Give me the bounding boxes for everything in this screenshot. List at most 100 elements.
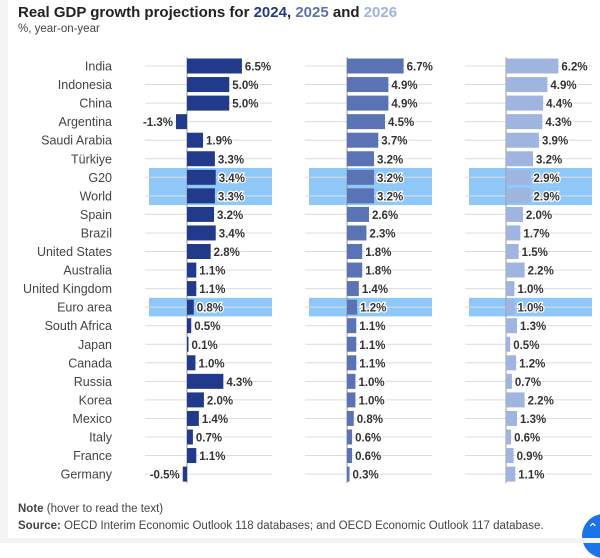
data-label: 1.0% <box>517 303 543 315</box>
source-text: OECD Interim Economic Outlook 118 databa… <box>60 520 544 532</box>
data-label: 3.7% <box>381 136 407 148</box>
bar-2025 <box>347 58 404 74</box>
bar-2024 <box>187 355 196 371</box>
data-label: 1.9% <box>206 136 232 148</box>
data-label: 2.6% <box>372 210 398 222</box>
data-label: 3.2% <box>536 154 562 166</box>
bar-2026 <box>506 95 544 111</box>
title-sep: and <box>328 4 364 21</box>
category-label: Canada <box>68 356 112 370</box>
bar-2025 <box>347 114 386 130</box>
bar-2025 <box>347 244 363 259</box>
data-label: 1.0% <box>517 284 543 296</box>
data-label: 2.2% <box>528 395 554 407</box>
bar-2026 <box>506 169 531 185</box>
bar-2024 <box>187 132 204 148</box>
data-label: 3.3% <box>218 191 244 203</box>
bar-2025 <box>347 410 354 426</box>
data-label: 1.0% <box>358 377 384 389</box>
title-sep: , <box>286 4 296 21</box>
category-label: Argentina <box>58 115 112 129</box>
source-line: Source: OECD Interim Economic Outlook 11… <box>18 520 544 532</box>
bar-2024 <box>187 225 216 241</box>
data-label: 4.5% <box>388 117 414 129</box>
bar-2025 <box>347 225 367 241</box>
data-label: 1.3% <box>520 321 546 333</box>
scroll-to-top-button[interactable]: ⌃ <box>582 514 600 558</box>
data-label: 0.8% <box>197 303 223 315</box>
data-label: 1.1% <box>199 451 225 463</box>
bar-2025 <box>347 77 389 93</box>
note-label[interactable]: Note <box>18 503 44 515</box>
category-label: Germany <box>61 468 113 482</box>
bar-2024 <box>187 318 192 334</box>
bar-2026 <box>506 318 517 334</box>
data-label: 4.9% <box>550 80 576 92</box>
data-label: 1.1% <box>359 340 385 352</box>
category-label: Australia <box>63 264 112 278</box>
data-label: 4.9% <box>391 99 417 111</box>
bar-2025 <box>347 299 358 315</box>
bar-2026 <box>506 151 534 167</box>
bar-2024 <box>187 95 230 111</box>
bar-2026 <box>506 392 525 408</box>
bar-2026 <box>506 188 531 204</box>
data-label: 1.0% <box>358 395 384 407</box>
data-label: 4.3% <box>545 117 571 129</box>
bar-2024 <box>187 151 215 167</box>
category-label: Japan <box>78 338 112 352</box>
data-label: 6.7% <box>407 62 433 74</box>
bar-2024 <box>187 299 194 315</box>
data-label: 3.2% <box>377 173 403 185</box>
bar-2025 <box>347 448 353 464</box>
bar-2026 <box>506 466 516 482</box>
data-label: 1.8% <box>365 266 391 278</box>
bar-2026 <box>506 281 515 297</box>
bar-2026 <box>506 262 525 278</box>
bar-2026 <box>506 429 512 445</box>
category-label: Euro area <box>57 301 112 315</box>
bar-2024 <box>187 373 224 389</box>
data-label: 2.8% <box>214 247 240 259</box>
bar-2025 <box>347 392 356 408</box>
bar-2026 <box>506 206 523 222</box>
bar-chart: India Indonesia China Argentina Saudi Arabia… <box>23 57 592 484</box>
bar-2024 <box>187 410 199 426</box>
data-label: 2.2% <box>528 266 554 278</box>
bar-2026 <box>506 132 539 148</box>
category-label: G20 <box>88 171 112 185</box>
data-label: 6.2% <box>561 62 587 74</box>
bar-2024 <box>182 466 187 482</box>
data-label: 1.1% <box>199 284 225 296</box>
data-label: 2.9% <box>534 173 560 185</box>
bar-2026 <box>506 244 519 259</box>
bar-2025 <box>347 188 375 204</box>
title-text: Real GDP growth projections for <box>18 4 254 21</box>
title-year-2026: 2026 <box>363 4 398 21</box>
data-label: 3.2% <box>217 210 243 222</box>
data-label: 3.2% <box>377 191 403 203</box>
category-label: China <box>79 97 112 111</box>
data-label: -1.3% <box>143 117 173 129</box>
bar-2026 <box>506 336 511 352</box>
bar-2026 <box>506 114 543 130</box>
category-label: South Africa <box>45 319 112 333</box>
data-label: 1.8% <box>365 247 391 259</box>
page-bottom-edge <box>0 538 600 543</box>
bar-2026 <box>506 410 517 426</box>
data-label: 3.4% <box>219 228 245 240</box>
bar-2024 <box>187 206 215 222</box>
bar-2026 <box>506 225 521 241</box>
data-label: 6.5% <box>245 62 271 74</box>
data-label: 2.9% <box>534 191 560 203</box>
bar-2025 <box>347 95 389 111</box>
data-label: 0.7% <box>515 377 541 389</box>
data-label: 4.4% <box>546 99 572 111</box>
note-line[interactable]: Note (hover to read the text) <box>18 503 163 515</box>
bar-2025 <box>347 355 357 371</box>
bar-2024 <box>187 429 193 445</box>
bar-2024 <box>187 448 197 464</box>
bar-2024 <box>187 336 189 352</box>
data-label: 0.5% <box>194 321 220 333</box>
bar-2024 <box>187 262 197 278</box>
